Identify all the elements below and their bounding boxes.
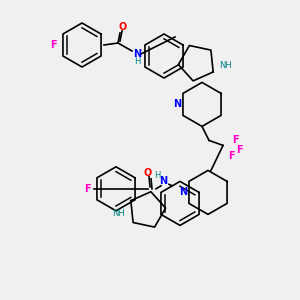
Text: NH: NH bbox=[112, 208, 124, 217]
Text: NH: NH bbox=[220, 61, 232, 70]
Text: O: O bbox=[119, 22, 127, 32]
Text: N: N bbox=[173, 99, 181, 110]
Text: N: N bbox=[159, 176, 167, 186]
Text: O: O bbox=[144, 168, 152, 178]
Text: F: F bbox=[228, 152, 234, 161]
Text: F: F bbox=[232, 135, 238, 146]
Text: F: F bbox=[84, 184, 90, 194]
Text: F: F bbox=[236, 146, 242, 155]
Text: H: H bbox=[134, 56, 140, 65]
Text: H: H bbox=[154, 171, 160, 180]
Text: N: N bbox=[133, 49, 141, 59]
Text: N: N bbox=[179, 188, 187, 197]
Text: F: F bbox=[50, 40, 56, 50]
